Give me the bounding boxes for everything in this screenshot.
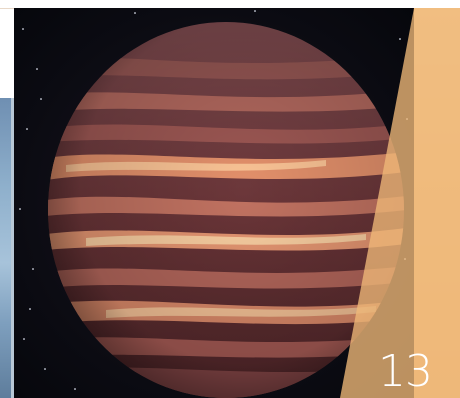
planet-graphic [48,22,404,398]
planet-illustration-icon [46,20,406,398]
right-color-panel [414,8,460,398]
adjacent-photo [0,98,14,398]
page-number: 13 [378,346,433,397]
page-margin [0,0,14,98]
space-background [14,8,414,398]
